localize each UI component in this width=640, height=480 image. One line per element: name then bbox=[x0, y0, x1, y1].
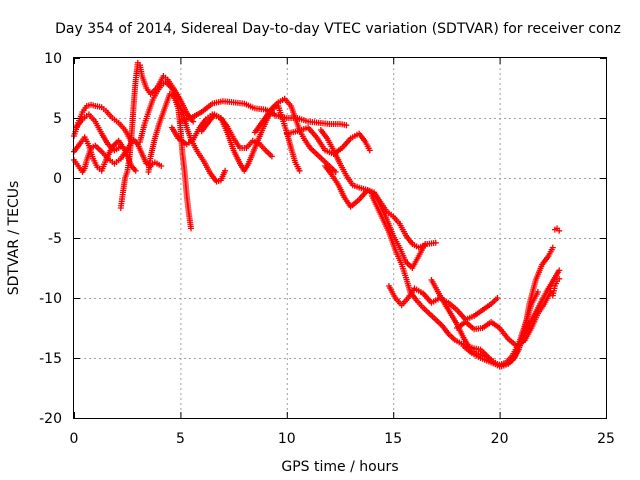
y-axis-label: SDTVAR / TECUs bbox=[6, 181, 22, 296]
series-arc-21 bbox=[551, 225, 563, 234]
data-point bbox=[432, 239, 439, 246]
data-point bbox=[132, 167, 139, 174]
data-point bbox=[343, 122, 350, 129]
chart-title: Day 354 of 2014, Sidereal Day-to-day VTE… bbox=[55, 21, 621, 37]
series-arc-19 bbox=[460, 289, 541, 369]
y-tick-label: 0 bbox=[53, 171, 62, 187]
y-tick-label: -15 bbox=[39, 351, 62, 367]
grid-lines bbox=[74, 58, 606, 418]
data-point bbox=[556, 227, 563, 234]
series-arc-13 bbox=[317, 127, 439, 251]
data-point bbox=[188, 225, 195, 232]
data-point bbox=[556, 275, 563, 282]
y-tick-label: 10 bbox=[44, 51, 62, 67]
series-arc-16 bbox=[385, 283, 501, 323]
data-markers bbox=[71, 59, 563, 370]
series-arc-18 bbox=[454, 289, 554, 349]
y-tick-label: -5 bbox=[48, 231, 62, 247]
x-tick-label: 25 bbox=[597, 431, 615, 447]
data-point bbox=[549, 244, 556, 251]
series-arc-14 bbox=[322, 163, 429, 271]
data-point bbox=[117, 143, 124, 150]
data-point bbox=[268, 153, 275, 160]
x-tick-label: 5 bbox=[176, 431, 185, 447]
data-point bbox=[222, 167, 229, 174]
series-arc-3 bbox=[71, 136, 165, 175]
data-point bbox=[366, 147, 373, 154]
plot-frame bbox=[73, 57, 607, 419]
data-point bbox=[332, 169, 339, 175]
series-arc-10 bbox=[198, 103, 303, 174]
x-tick-label: 0 bbox=[70, 431, 79, 447]
x-tick-label: 20 bbox=[491, 431, 509, 447]
series-arc-17 bbox=[428, 267, 563, 370]
axis-ticks: 0 5 10 15 20 25 10 5 0 -5 -10 -15 -20 bbox=[39, 51, 615, 447]
data-point bbox=[534, 289, 541, 295]
data-point bbox=[494, 295, 501, 301]
series-arc-20 bbox=[549, 275, 563, 299]
data-point bbox=[158, 163, 165, 169]
y-tick-label: 5 bbox=[53, 111, 62, 127]
x-axis-label: GPS time / hours bbox=[281, 459, 398, 475]
y-tick-label: -10 bbox=[39, 291, 62, 307]
data-point bbox=[422, 241, 429, 247]
data-point bbox=[547, 289, 554, 295]
y-tick-label: -20 bbox=[39, 411, 62, 427]
series-arc-11 bbox=[251, 95, 339, 175]
series-arc-4 bbox=[73, 111, 124, 154]
series-arc-7 bbox=[145, 91, 195, 232]
series-arc-12 bbox=[283, 124, 373, 157]
x-tick-label: 10 bbox=[278, 431, 296, 447]
data-point bbox=[296, 167, 303, 174]
x-tick-label: 15 bbox=[384, 431, 402, 447]
data-point bbox=[556, 267, 563, 274]
